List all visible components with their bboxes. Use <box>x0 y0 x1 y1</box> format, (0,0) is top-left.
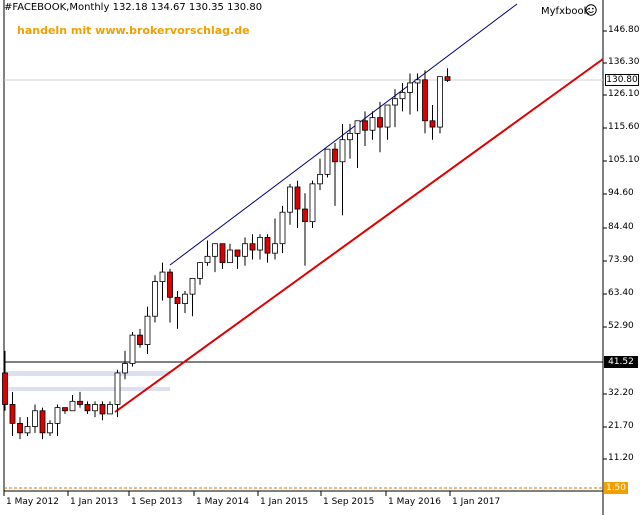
candle-body[interactable] <box>272 243 278 254</box>
candle-body[interactable] <box>62 407 68 412</box>
price-tick-label: 84.40 <box>608 222 634 232</box>
candle-body[interactable] <box>287 186 293 213</box>
candle-body[interactable] <box>369 117 376 131</box>
candle-body[interactable] <box>317 173 323 185</box>
price-tick-label: 146.80 <box>608 25 640 35</box>
time-tick-label: 1 Jan 2015 <box>260 497 309 507</box>
candle-body[interactable] <box>84 404 91 412</box>
time-tick-label: 1 Jan 2017 <box>452 497 501 507</box>
candle-body[interactable] <box>437 76 443 128</box>
candle-body[interactable] <box>362 120 368 131</box>
candle-body[interactable] <box>92 404 98 412</box>
time-tick-label: 1 May 2016 <box>388 497 441 507</box>
candle-body[interactable] <box>257 237 263 251</box>
candle-body[interactable] <box>69 400 76 412</box>
candle-body[interactable] <box>347 132 353 141</box>
ohlc-values: 132.18 134.67 130.35 130.80 <box>112 2 263 13</box>
candle-body[interactable] <box>159 271 166 282</box>
price-tick-label: 94.60 <box>608 188 634 198</box>
candle-body[interactable] <box>167 271 173 298</box>
support-zone-upper[interactable] <box>6 371 170 376</box>
candle-body[interactable] <box>122 363 128 374</box>
candle-body[interactable] <box>54 407 61 424</box>
candle-body[interactable] <box>227 249 233 264</box>
price-tick-label: 63.40 <box>608 288 634 298</box>
candle-body[interactable] <box>294 186 301 210</box>
symbol-label: #FACEBOOK,Monthly <box>4 2 110 13</box>
candle-body[interactable] <box>332 148 338 163</box>
candle-body[interactable] <box>354 120 361 134</box>
candle-body[interactable] <box>407 82 413 93</box>
candle-body[interactable] <box>204 255 211 264</box>
candle-body[interactable] <box>152 281 158 317</box>
candle-body[interactable] <box>137 334 143 345</box>
candle-body[interactable] <box>114 372 121 405</box>
candle-body[interactable] <box>144 315 151 345</box>
smiley-icon <box>585 4 597 16</box>
candle-body[interactable] <box>189 277 196 295</box>
price-tick-label: 115.60 <box>608 122 640 132</box>
candle-body[interactable] <box>174 296 181 305</box>
candle-body[interactable] <box>377 117 383 128</box>
candle-body[interactable] <box>279 211 286 245</box>
bottom-price-tag: 1.50 <box>604 482 628 494</box>
time-tick-label: 1 Jan 2013 <box>70 497 119 507</box>
promo-text: handeln mit www.brokervorschlag.de <box>17 24 250 37</box>
price-tick-label: 32.20 <box>608 388 634 398</box>
price-tick-label: 52.90 <box>608 321 634 331</box>
time-axis <box>3 491 451 496</box>
price-tick-label: 105.10 <box>608 155 640 165</box>
candle-body[interactable] <box>249 243 256 251</box>
candle-body[interactable] <box>77 400 83 405</box>
time-tick-label: 1 Sep 2013 <box>131 497 183 507</box>
price-tick-label: 136.30 <box>608 57 640 67</box>
candle-body[interactable] <box>429 120 436 128</box>
candle-body[interactable] <box>32 410 38 427</box>
candle-body[interactable] <box>392 98 398 106</box>
candle-body[interactable] <box>339 139 346 163</box>
time-tick-label: 1 Sep 2015 <box>323 497 375 507</box>
time-tick-label: 1 May 2014 <box>196 497 249 507</box>
price-tick-label: 126.10 <box>608 89 640 99</box>
brand-label: Myfxbook <box>541 6 590 17</box>
current-price-tag: 130.80 <box>605 74 639 86</box>
candle-body[interactable] <box>242 243 248 257</box>
candle-body[interactable] <box>302 208 308 223</box>
candle-body[interactable] <box>399 92 406 100</box>
level-price-tag: 41.52 <box>604 356 638 368</box>
candle-body[interactable] <box>47 422 53 434</box>
trend-line[interactable] <box>114 58 604 413</box>
time-tick-label: 1 May 2012 <box>6 497 59 507</box>
candle-body[interactable] <box>17 422 23 434</box>
candle-body[interactable] <box>129 334 136 364</box>
candles-group <box>2 68 451 440</box>
candle-body[interactable] <box>2 372 8 405</box>
candle-body[interactable] <box>444 76 451 81</box>
candle-body[interactable] <box>107 404 113 415</box>
candle-body[interactable] <box>384 104 391 128</box>
candle-body[interactable] <box>309 183 316 223</box>
candle-body[interactable] <box>197 262 203 279</box>
candle-body[interactable] <box>39 410 46 434</box>
candle-body[interactable] <box>234 249 241 257</box>
support-zone-lower[interactable] <box>6 387 170 391</box>
price-axis <box>603 30 607 460</box>
candle-body[interactable] <box>99 404 106 415</box>
price-tick-label: 11.20 <box>608 453 634 463</box>
candle-body[interactable] <box>212 243 218 257</box>
candle-body[interactable] <box>414 79 421 84</box>
candle-body[interactable] <box>182 293 188 305</box>
price-tick-label: 21.70 <box>608 421 634 431</box>
candle-body[interactable] <box>422 79 428 122</box>
candle-body[interactable] <box>219 243 226 264</box>
candle-body[interactable] <box>264 237 271 254</box>
channel-line[interactable] <box>169 3 518 266</box>
chart-header: #FACEBOOK,Monthly 132.18 134.67 130.35 1… <box>4 2 262 13</box>
price-tick-label: 73.90 <box>608 255 634 265</box>
candle-body[interactable] <box>24 426 31 434</box>
candle-body[interactable] <box>324 148 331 175</box>
candle-body[interactable] <box>9 404 16 424</box>
